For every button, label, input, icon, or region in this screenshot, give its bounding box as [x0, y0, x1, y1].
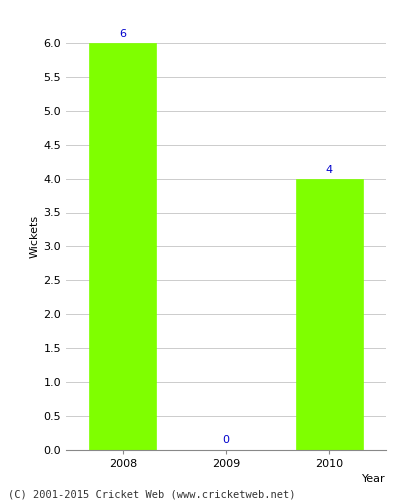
Text: 4: 4	[326, 165, 333, 175]
Bar	[89, 43, 156, 450]
Y-axis label: Wickets: Wickets	[29, 214, 39, 258]
Text: 6: 6	[119, 30, 126, 40]
Text: (C) 2001-2015 Cricket Web (www.cricketweb.net): (C) 2001-2015 Cricket Web (www.cricketwe…	[8, 490, 296, 500]
Bar	[296, 178, 363, 450]
Text: 0: 0	[222, 434, 230, 444]
Text: Year: Year	[362, 474, 386, 484]
